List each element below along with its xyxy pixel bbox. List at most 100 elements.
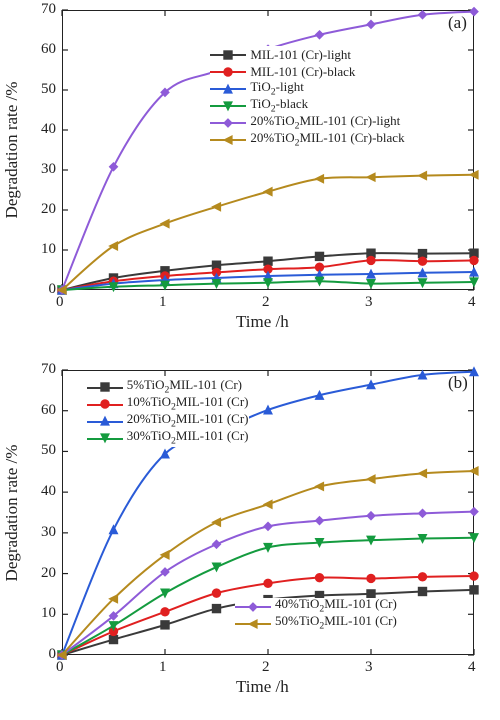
legend-row: 30%TiO2MIL-101 (Cr) [87,430,249,447]
series-marker [161,220,169,228]
series-marker [316,517,324,525]
series-marker [316,31,324,39]
series-marker [419,250,427,258]
legend-swatch [210,63,246,80]
x-tick-label: 4 [468,294,476,311]
x-tick-label: 3 [365,659,373,676]
y-axis-label: Degradation rate /% [2,82,22,219]
legend: MIL-101 (Cr)-light MIL-101 (Cr)-black Ti… [210,46,404,148]
y-tick-label: 0 [49,281,57,298]
series-marker [419,257,427,265]
x-tick-label: 0 [56,659,64,676]
x-tick-label: 1 [159,659,167,676]
series-marker [367,256,375,264]
series-marker [213,518,221,526]
legend-swatch [210,114,246,131]
legend-swatch [235,615,271,632]
series-marker [110,163,118,171]
series-marker [110,636,118,644]
series-marker [470,572,478,580]
series-marker [161,608,169,616]
legend-swatch [210,80,246,97]
legend-swatch [210,131,246,148]
legend-swatch [87,413,123,430]
legend-label: 20%TiO2MIL-101 (Cr)-black [250,129,404,152]
y-tick-label: 20 [41,565,56,582]
series-marker [367,173,375,181]
series-marker [367,512,375,520]
legend-swatch [87,396,123,413]
chart-panel-a: 01234010203040506070Time /hDegradation r… [0,0,484,335]
series-marker [470,586,478,594]
series-marker [367,20,375,28]
series-marker [161,589,169,597]
series-marker [264,188,272,196]
legend-swatch [210,97,246,114]
y-tick-label: 30 [41,524,56,541]
series-marker [213,605,221,613]
legend: 5%TiO2MIL-101 (Cr) 10%TiO2MIL-101 (Cr) 2… [87,379,249,447]
y-tick-label: 0 [49,646,57,663]
series-marker [419,573,427,581]
legend-row: 20%TiO2MIL-101 (Cr)-black [210,131,404,148]
series-marker [213,563,221,571]
y-tick-label: 60 [41,402,56,419]
series-marker [470,8,478,16]
series-marker [470,467,478,475]
panel-label: (b) [448,373,468,393]
legend-row: MIL-101 (Cr)-light [210,46,404,63]
series-marker [316,482,324,490]
legend-swatch [87,379,123,396]
legend-swatch [87,430,123,447]
legend-secondary: 40%TiO2MIL-101 (Cr) 50%TiO2MIL-101 (Cr) [235,598,397,632]
series-marker [264,257,272,265]
x-tick-label: 4 [468,659,476,676]
panel-label: (a) [448,13,467,33]
y-tick-label: 70 [41,361,56,378]
legend-row: MIL-101 (Cr)-black [210,63,404,80]
y-tick-label: 10 [41,241,56,258]
y-tick-label: 50 [41,81,56,98]
series-marker [419,11,427,19]
series-marker [264,522,272,530]
series-marker [264,500,272,508]
series-marker [419,509,427,517]
y-tick-label: 30 [41,161,56,178]
series-marker [213,589,221,597]
x-tick-label: 2 [262,294,270,311]
series-marker [419,469,427,477]
chart-panel-b: 01234010203040506070Time /hDegradation r… [0,360,484,700]
series-marker [213,540,221,548]
legend-swatch [235,598,271,615]
series-marker [110,526,118,534]
series-marker [316,574,324,582]
y-tick-label: 20 [41,201,56,218]
legend-label: MIL-101 (Cr)-light [250,46,351,63]
y-tick-label: 70 [41,1,56,18]
series-marker [470,171,478,179]
x-tick-label: 3 [365,294,373,311]
x-axis-label: Time /h [236,677,289,697]
series-marker [161,621,169,629]
y-tick-label: 50 [41,442,56,459]
series-marker [213,203,221,211]
legend-swatch [210,46,246,63]
legend-row: 50%TiO2MIL-101 (Cr) [235,615,397,632]
x-tick-label: 0 [56,294,64,311]
legend-label: 50%TiO2MIL-101 (Cr) [275,612,397,635]
y-tick-label: 60 [41,41,56,58]
x-axis-label: Time /h [236,312,289,332]
series-marker [367,475,375,483]
series-marker [470,508,478,516]
series-marker [367,574,375,582]
y-tick-label: 40 [41,121,56,138]
series-marker [316,175,324,183]
x-tick-label: 1 [159,294,167,311]
y-axis-label: Degradation rate /% [2,444,22,581]
series-marker [316,252,324,260]
x-tick-label: 2 [262,659,270,676]
legend-label: 30%TiO2MIL-101 (Cr) [127,427,249,450]
series-marker [264,579,272,587]
y-tick-label: 10 [41,605,56,622]
series-marker [419,172,427,180]
